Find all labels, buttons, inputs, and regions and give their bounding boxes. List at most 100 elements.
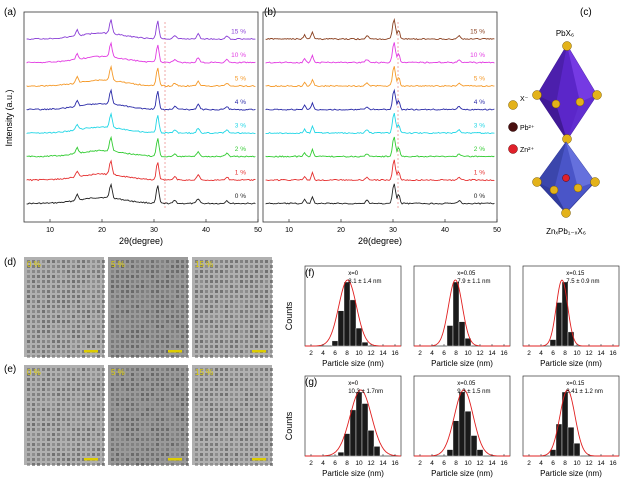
panel-b-trace bbox=[265, 17, 495, 41]
histogram-xtick-label: 8 bbox=[563, 350, 567, 357]
panel-b-trace bbox=[265, 42, 495, 64]
histogram-xtick-label: 14 bbox=[597, 460, 605, 467]
histogram-xtick-label: 6 bbox=[551, 350, 555, 357]
histogram-x-label: x=0 bbox=[348, 381, 359, 387]
panel-b-trace-label: 0 % bbox=[474, 193, 485, 200]
panel-a-xtick-label: 20 bbox=[98, 227, 106, 234]
panel-a-trace-label: 2 % bbox=[235, 146, 246, 153]
panel-c-bottom-label: ZnₓPb₁₋ₓX₆ bbox=[546, 227, 586, 236]
panel-a-trace bbox=[26, 182, 256, 205]
histogram-xlabel: Particle size (nm) bbox=[431, 469, 493, 478]
panel-g-histogram: x=0 10.3 ± 1.7nm 2 4 6 8 10 12 14 16 Particle size… bbox=[304, 375, 402, 478]
panel-a-trace-label: 0 % bbox=[235, 193, 246, 200]
histogram-size-label: 9.3 ± 1.5 nm bbox=[457, 389, 490, 395]
histogram-bar bbox=[446, 325, 454, 347]
panel-a-trace bbox=[26, 88, 256, 111]
histogram-size-label: 8.1 ± 1.4 nm bbox=[348, 279, 381, 285]
histogram-bar bbox=[452, 281, 460, 347]
histogram-size-label: 10.3 ± 1.7nm bbox=[348, 389, 383, 395]
histogram-xtick-label: 6 bbox=[442, 350, 446, 357]
histogram-xtick-label: 8 bbox=[454, 350, 458, 357]
histogram-xtick-label: 2 bbox=[309, 350, 313, 357]
scale-bar bbox=[84, 350, 98, 353]
scale-bar bbox=[168, 350, 182, 353]
panel-b-trace-label: 3 % bbox=[474, 123, 485, 130]
panel-b-trace-label: 5 % bbox=[474, 76, 485, 83]
panel-b-trace-label: 1 % bbox=[474, 170, 485, 177]
histogram-xtick-label: 2 bbox=[527, 350, 531, 357]
panel-a-trace-label: 1 % bbox=[235, 170, 246, 177]
panel-d-tem-label: 15 % bbox=[195, 260, 213, 269]
panel-a-trace bbox=[26, 41, 256, 64]
histogram-bar bbox=[458, 321, 466, 347]
panel-a-trace-label: 10 % bbox=[231, 52, 246, 59]
panel-b-xtick-label: 10 bbox=[285, 227, 293, 234]
histogram-xtick-label: 14 bbox=[379, 350, 387, 357]
histogram-xtick-label: 2 bbox=[418, 350, 422, 357]
histogram-xlabel: Particle size (nm) bbox=[322, 469, 384, 478]
panel-b-trace-label: 10 % bbox=[470, 52, 485, 59]
panel-b-xlabel: 2θ(degree) bbox=[358, 236, 402, 246]
histogram-bar bbox=[373, 446, 381, 457]
histogram-xtick-label: 4 bbox=[539, 460, 543, 467]
panel-a-trace bbox=[26, 64, 256, 88]
panel-f-histogram: x=0 8.1 ± 1.4 nm 2 4 6 8 10 12 14 16 Particle size… bbox=[304, 265, 402, 368]
legend-zn-label: Zn²⁺ bbox=[520, 147, 535, 154]
panel-d-tem-image: 15 % bbox=[192, 257, 273, 358]
histogram-size-label: 7.5 ± 0.9 nm bbox=[566, 279, 599, 285]
panel-d-tem-label: 0 % bbox=[27, 260, 41, 269]
histogram-xtick-label: 4 bbox=[430, 350, 434, 357]
histogram-bar bbox=[458, 391, 466, 457]
panel-b-trace bbox=[265, 112, 495, 135]
histogram-bar bbox=[355, 391, 363, 457]
histogram-xtick-label: 4 bbox=[321, 460, 325, 467]
panel-a-frame bbox=[23, 11, 259, 223]
panel-e-tem-image: 15 % bbox=[192, 365, 273, 466]
histogram-xtick-label: 8 bbox=[345, 460, 349, 467]
histogram-bar bbox=[452, 420, 460, 457]
panel-b-trace bbox=[265, 66, 495, 88]
panel-b: (b) 2θ(degree) 0 % 1 % 2 % 3 % 4 % 5 % 10 % 15 … bbox=[262, 7, 501, 246]
panel-b-xtick-label: 20 bbox=[337, 227, 345, 234]
octahedron-pbx6 bbox=[532, 41, 602, 144]
histogram-xtick-label: 10 bbox=[573, 350, 581, 357]
panel-a-trace bbox=[26, 19, 256, 40]
histogram-xtick-label: 8 bbox=[563, 460, 567, 467]
histogram-x-label: x=0 bbox=[348, 271, 359, 277]
histogram-xlabel: Particle size (nm) bbox=[540, 469, 602, 478]
histogram-xtick-label: 10 bbox=[355, 460, 363, 467]
legend-pb-marker bbox=[508, 122, 518, 132]
histogram-bar bbox=[567, 331, 575, 347]
histogram-xtick-label: 6 bbox=[551, 460, 555, 467]
panel-a-trace-label: 4 % bbox=[235, 99, 246, 106]
histogram-bar bbox=[337, 451, 345, 457]
histogram-xtick-label: 12 bbox=[585, 460, 593, 467]
panel-a-xtick-label: 40 bbox=[202, 227, 210, 234]
legend-x-label: X⁻ bbox=[520, 96, 529, 103]
histogram-x-label: x=0.05 bbox=[457, 271, 476, 277]
panel-d-tem-image: 0 % bbox=[24, 257, 105, 358]
histogram-size-label: 7.9 ± 1.1 nm bbox=[457, 279, 490, 285]
gaussian-fit-curve bbox=[523, 279, 619, 347]
histogram-xtick-label: 4 bbox=[321, 350, 325, 357]
histogram-xtick-label: 6 bbox=[333, 460, 337, 467]
histogram-bar bbox=[343, 433, 351, 457]
gaussian-fit-curve bbox=[414, 389, 510, 457]
histogram-xtick-label: 10 bbox=[355, 350, 363, 357]
legend-zn-marker bbox=[508, 144, 518, 154]
panel-g-histogram: x=0.15 8.41 ± 1.2 nm 2 4 6 8 10 12 14 16 Particle … bbox=[522, 375, 620, 478]
histogram-xlabel: Particle size (nm) bbox=[322, 359, 384, 368]
panel-b-frame bbox=[262, 11, 498, 223]
histogram-xtick-label: 16 bbox=[391, 350, 399, 357]
panel-d-tem-label: 5 % bbox=[111, 260, 125, 269]
panel-e-tem-image: 5 % bbox=[108, 365, 189, 466]
panel-b-trace-label: 4 % bbox=[474, 99, 485, 106]
histogram-xtick-label: 16 bbox=[609, 350, 617, 357]
panel-f-letter: (f) bbox=[305, 268, 314, 279]
histogram-xtick-label: 16 bbox=[609, 460, 617, 467]
histogram-xtick-label: 12 bbox=[367, 350, 375, 357]
panel-g-ylabel: Counts bbox=[284, 411, 294, 440]
histogram-bar bbox=[349, 299, 357, 347]
octahedron-znpbx6 bbox=[532, 141, 600, 218]
histogram-xtick-label: 14 bbox=[488, 350, 496, 357]
